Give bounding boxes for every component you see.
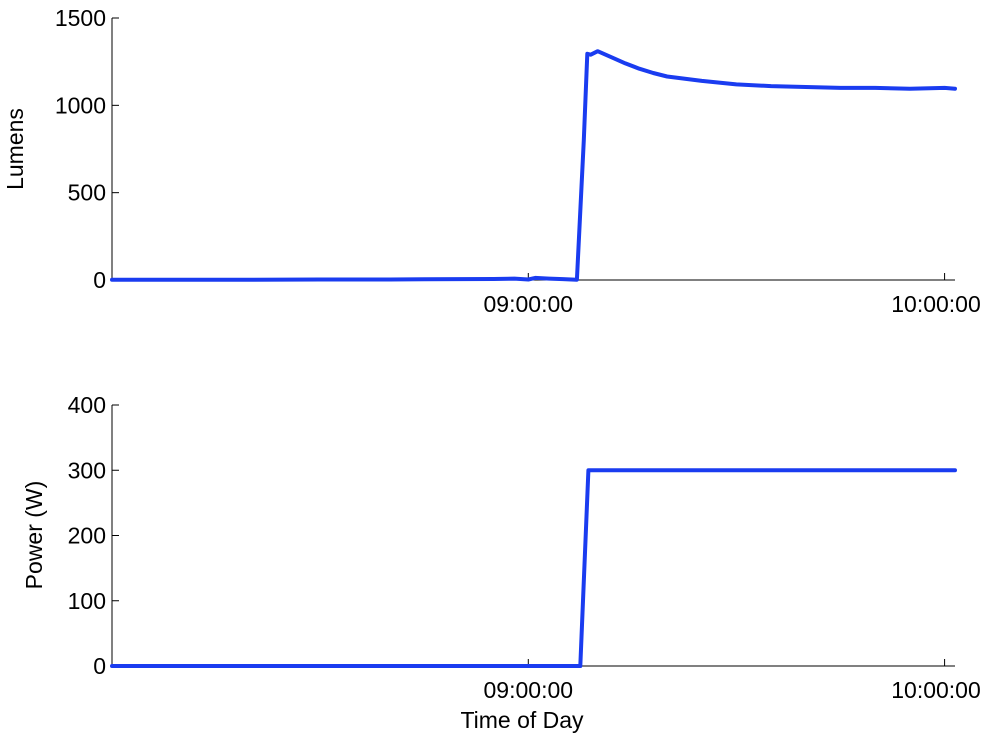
power-y-tick-label: 200 bbox=[68, 523, 106, 549]
power-x-tick-label: 09:00:00 bbox=[484, 677, 574, 703]
lumens-ticks: 0 500 1000 1500 09:00:00 10:00:00 bbox=[55, 5, 981, 317]
lumens-y-tick-label: 1000 bbox=[55, 92, 106, 118]
power-y-tick-label: 300 bbox=[68, 457, 106, 483]
lumens-y-axis-label: Lumens bbox=[2, 108, 28, 190]
lumens-y-tick-label: 1500 bbox=[55, 5, 106, 31]
power-ticks: 0 100 200 300 400 09:00:00 10:00:00 bbox=[68, 392, 981, 703]
lumens-series-line bbox=[110, 49, 957, 282]
power-x-tick-label: 10:00:00 bbox=[891, 677, 981, 703]
power-y-axis-label: Power (W) bbox=[21, 481, 47, 590]
power-y-tick-label: 100 bbox=[68, 588, 106, 614]
power-x-axis-label: Time of Day bbox=[460, 707, 584, 733]
lumens-x-tick-label: 09:00:00 bbox=[484, 291, 574, 317]
lumens-y-tick-label: 0 bbox=[93, 267, 106, 293]
power-series-line bbox=[110, 468, 957, 668]
lumens-chart: 0 500 1000 1500 09:00:00 10:00:00 Lumens bbox=[2, 5, 981, 317]
lumens-y-tick-label: 500 bbox=[68, 180, 106, 206]
power-y-tick-label: 400 bbox=[68, 392, 106, 418]
lumens-x-tick-label: 10:00:00 bbox=[891, 291, 981, 317]
power-y-tick-label: 0 bbox=[93, 653, 106, 679]
